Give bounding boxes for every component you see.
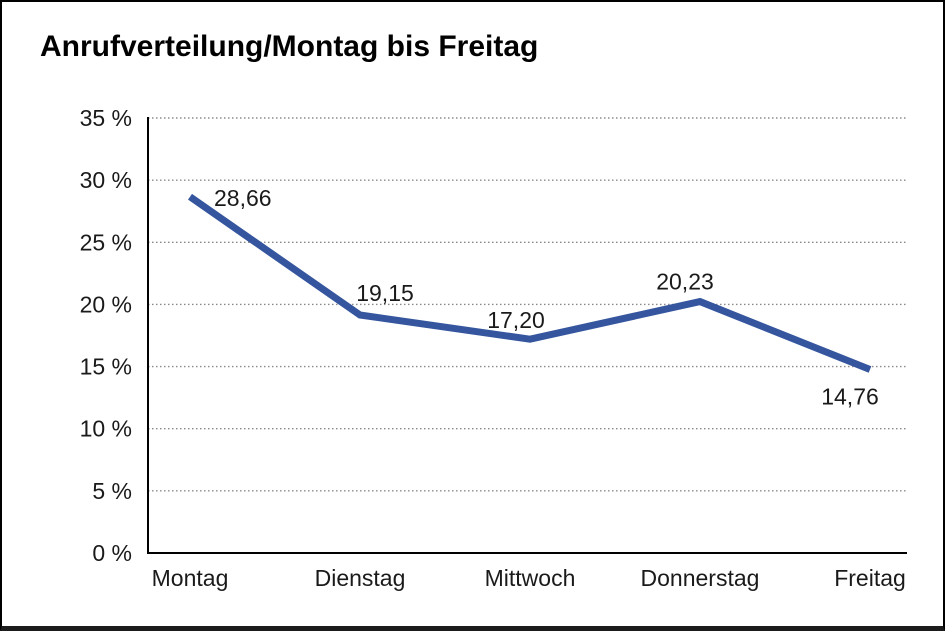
x-category-label: Donnerstag bbox=[641, 565, 760, 591]
x-category-label: Freitag bbox=[834, 565, 906, 591]
y-tick-label: 30 % bbox=[80, 167, 132, 193]
y-tick-label: 5 % bbox=[92, 478, 132, 504]
data-point-label: 19,15 bbox=[356, 280, 414, 306]
y-tick-label: 25 % bbox=[80, 229, 132, 255]
data-point-label: 28,66 bbox=[214, 185, 272, 211]
x-category-label: Montag bbox=[152, 565, 229, 591]
data-point-label: 17,20 bbox=[487, 307, 545, 333]
y-tick-label: 10 % bbox=[80, 416, 132, 442]
data-point-label: 14,76 bbox=[821, 384, 879, 410]
x-category-label: Dienstag bbox=[315, 565, 406, 591]
y-tick-label: 15 % bbox=[80, 354, 132, 380]
chart-title: Anrufverteilung/Montag bis Freitag bbox=[40, 30, 539, 63]
y-tick-label: 35 % bbox=[80, 105, 132, 131]
y-tick-label: 0 % bbox=[92, 540, 132, 566]
data-point-label: 20,23 bbox=[656, 269, 714, 295]
y-tick-label: 20 % bbox=[80, 291, 132, 317]
x-category-label: Mittwoch bbox=[485, 565, 576, 591]
series-line bbox=[188, 193, 872, 373]
